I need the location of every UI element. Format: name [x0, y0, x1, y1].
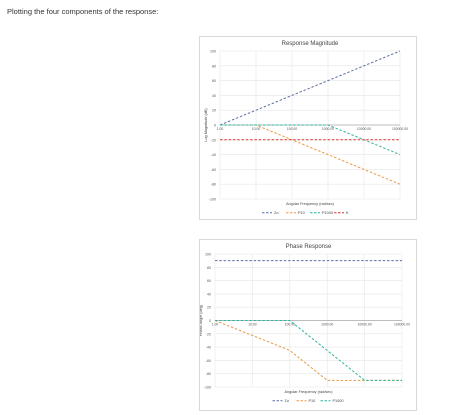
x-tick-label: 100.00	[287, 127, 297, 131]
x-tick-label: 1.00	[217, 127, 224, 131]
y-tick-label: 80	[207, 266, 211, 270]
legend-label: Zo	[285, 399, 289, 403]
y-tick-label: 0	[214, 124, 216, 128]
phase-chart: Phase Response -100 -80 -60 -40 -20 0 20 40 60 80 1…	[199, 239, 417, 411]
y-tick-label: 40	[212, 94, 216, 98]
y-tick-label: -100	[209, 198, 216, 202]
x-tick-label: 100000.00	[392, 127, 408, 131]
legend-label: P10	[309, 399, 316, 403]
x-tick-label: 10000.00	[358, 323, 372, 327]
phase-chart-svg: Phase Response -100 -80 -60 -40 -20 0 20 40 60 80 1…	[199, 244, 410, 403]
x-tick-label: 100000.00	[394, 323, 410, 327]
x-tick-label: 10.00	[248, 323, 257, 327]
magnitude-chart: Response Magnitude -100 -80 -60 -40 -20 0 20 40 6…	[199, 36, 417, 220]
y-tick-label: 80	[212, 64, 216, 68]
series-line-p1000	[215, 320, 402, 381]
y-tick-label: -20	[211, 138, 216, 142]
y-tick-label: -60	[211, 168, 216, 172]
legend-label: P10	[298, 211, 305, 215]
series-line-zo	[219, 50, 401, 126]
y-tick-label: -20	[206, 332, 211, 336]
x-tick-label: 1000.00	[321, 323, 333, 327]
y-tick-label: 60	[212, 79, 216, 83]
legend-label: Zo	[274, 211, 278, 215]
y-tick-label: 20	[212, 109, 216, 113]
y-tick-label: -80	[211, 183, 216, 187]
y-tick-label: -80	[206, 372, 211, 376]
chart-title: Phase Response	[286, 244, 332, 250]
y-tick-label: 20	[207, 306, 211, 310]
magnitude-chart-svg: Response Magnitude -100 -80 -60 -40 -20 0 20 40 6…	[204, 41, 408, 215]
y-axis-label: Log Magnitude (dB)	[204, 108, 208, 142]
y-tick-label: 0	[209, 319, 211, 323]
x-axis-label: Angular Frequency (rad/sec)	[286, 202, 335, 206]
legend-label: P1000	[333, 399, 344, 403]
y-tick-label: 40	[207, 292, 211, 296]
intro-text: Plotting the four components of the resp…	[7, 7, 159, 16]
x-tick-label: 10.00	[252, 127, 261, 131]
series-line-p1000	[220, 124, 401, 156]
x-tick-label: 10000.00	[357, 127, 371, 131]
x-tick-label: 1.00	[212, 323, 219, 327]
y-tick-label: 60	[207, 279, 211, 283]
chart-title: Response Magnitude	[282, 41, 339, 47]
legend-label: P1000	[322, 211, 333, 215]
y-tick-label: -100	[204, 386, 211, 390]
x-tick-label: 1000.00	[322, 127, 334, 131]
x-axis-label: Angular Frequency (rad/sec)	[284, 390, 333, 394]
y-tick-label: -40	[206, 346, 211, 350]
y-tick-label: -40	[211, 153, 216, 157]
y-tick-label: -60	[206, 359, 211, 363]
legend-label: K	[346, 211, 349, 215]
y-tick-label: 100	[205, 253, 211, 257]
series-line-p10	[214, 320, 402, 381]
x-tick-label: 100.00	[285, 323, 295, 327]
y-axis-label: Phase Angle (deg)	[200, 304, 203, 336]
y-tick-label: 100	[210, 50, 216, 54]
